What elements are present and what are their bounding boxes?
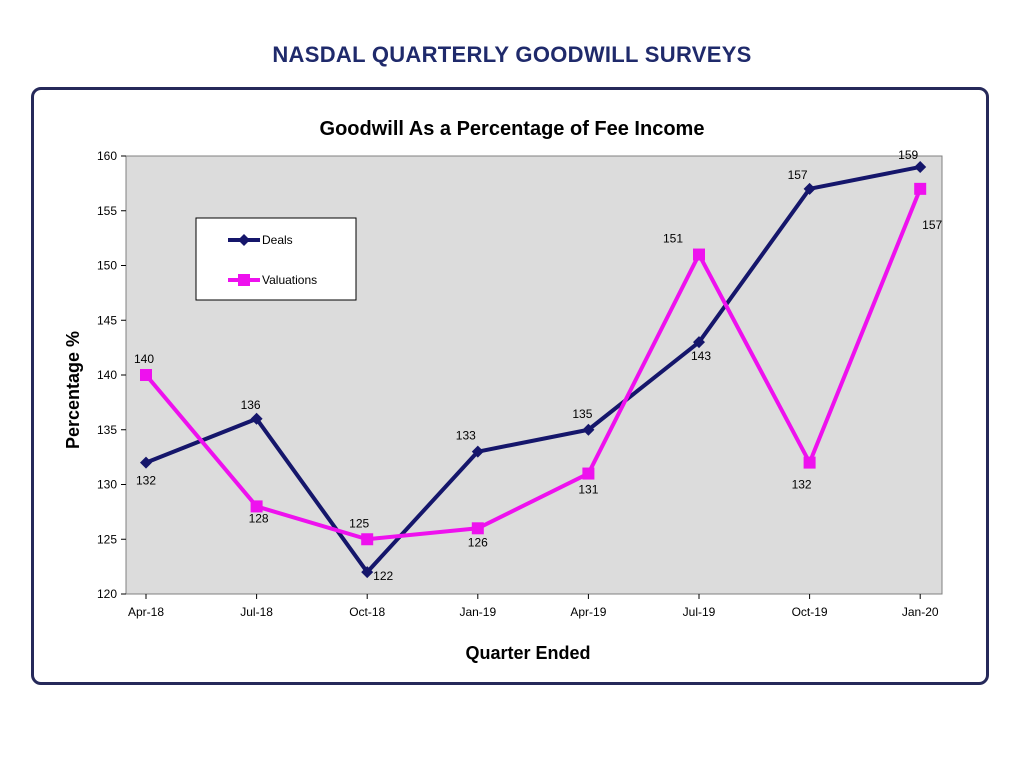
legend-deals-label: Deals bbox=[262, 233, 293, 247]
y-tick-label: 125 bbox=[97, 532, 117, 546]
valuations-point bbox=[914, 182, 927, 195]
deals-series-line bbox=[145, 164, 921, 575]
valuations-data-label: 125 bbox=[349, 516, 369, 530]
y-tick-label: 160 bbox=[97, 149, 117, 163]
valuations-point bbox=[582, 467, 595, 480]
x-tick-label: Jan-20 bbox=[902, 605, 939, 619]
deals-data-label: 122 bbox=[373, 569, 393, 583]
chart-title: Goodwill As a Percentage of Fee Income bbox=[320, 118, 705, 140]
valuations-point bbox=[471, 522, 484, 535]
deals-data-label: 157 bbox=[788, 168, 808, 182]
deals-point bbox=[250, 412, 263, 425]
valuations-point bbox=[140, 369, 152, 381]
deals-point bbox=[471, 445, 484, 458]
valuations-point bbox=[803, 456, 816, 469]
chart-frame: Goodwill As a Percentage of Fee Income 1… bbox=[31, 87, 989, 685]
y-tick-label: 150 bbox=[97, 259, 117, 273]
deals-point bbox=[914, 160, 927, 173]
deals-data-label: 135 bbox=[572, 407, 592, 421]
deals-point bbox=[361, 566, 374, 579]
legend-valuations-label: Valuations bbox=[262, 273, 317, 287]
valuations-data-label: 157 bbox=[922, 218, 942, 232]
legend-deals-marker bbox=[238, 234, 250, 246]
y-tick-label: 145 bbox=[97, 313, 117, 327]
x-tick-label: Jan-19 bbox=[459, 605, 496, 619]
y-tick-label: 135 bbox=[97, 423, 117, 437]
valuations-point bbox=[361, 533, 374, 546]
x-tick-label: Jul-18 bbox=[240, 605, 273, 619]
valuations-data-label: 151 bbox=[663, 232, 683, 246]
line-chart: Goodwill As a Percentage of Fee Income 1… bbox=[63, 118, 943, 663]
legend-valuations-marker bbox=[238, 274, 250, 286]
y-tick-label: 120 bbox=[97, 587, 117, 601]
valuations-data-label: 131 bbox=[578, 483, 598, 497]
x-tick-label: Apr-18 bbox=[128, 605, 164, 619]
deals-point bbox=[140, 456, 152, 469]
deals-data-label: 133 bbox=[456, 429, 476, 443]
valuations-data-label: 128 bbox=[249, 511, 269, 525]
x-axis-title: Quarter Ended bbox=[465, 643, 590, 663]
deals-point bbox=[693, 336, 705, 349]
deals-point bbox=[803, 182, 816, 195]
x-tick-label: Jul-19 bbox=[683, 605, 716, 619]
x-tick-label: Oct-19 bbox=[792, 605, 828, 619]
valuations-data-label: 140 bbox=[134, 352, 154, 366]
valuations-data-label: 132 bbox=[792, 478, 812, 492]
deals-point bbox=[582, 423, 595, 436]
y-tick-label: 140 bbox=[97, 368, 117, 382]
valuations-point bbox=[250, 500, 263, 513]
valuations-series-line bbox=[144, 188, 923, 542]
valuations-point bbox=[693, 248, 705, 261]
deals-data-label: 132 bbox=[136, 474, 156, 488]
y-tick-label: 155 bbox=[97, 204, 117, 218]
legend: Deals Valuations bbox=[195, 217, 357, 301]
legend-box bbox=[195, 217, 357, 301]
x-tick-label: Apr-19 bbox=[570, 605, 606, 619]
y-tick-label: 130 bbox=[97, 478, 117, 492]
deals-data-label: 136 bbox=[241, 398, 261, 412]
page-title: NASDAL QUARTERLY GOODWILL SURVEYS bbox=[272, 42, 752, 67]
y-axis-title: Percentage % bbox=[63, 331, 83, 449]
valuations-data-label: 126 bbox=[468, 535, 488, 549]
x-tick-label: Oct-18 bbox=[349, 605, 385, 619]
deals-data-label: 143 bbox=[691, 349, 711, 363]
deals-data-label: 159 bbox=[898, 148, 918, 162]
